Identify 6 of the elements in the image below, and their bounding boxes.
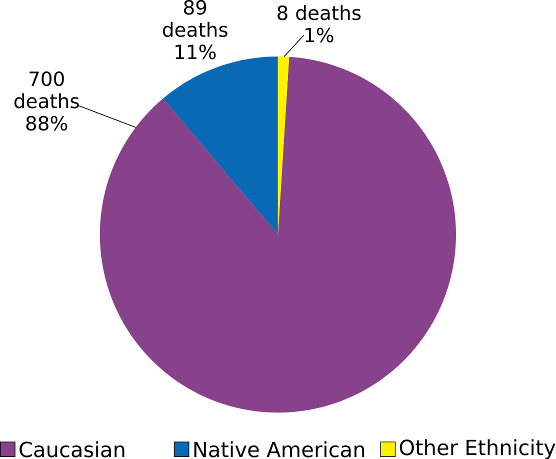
data-label: 700 deaths 88% [14,71,79,130]
data-label: 89 deaths 11% [163,0,228,60]
data-label: 8 deaths 1% [278,4,361,42]
legend-label: Caucasian [20,441,124,458]
legend-label: Native American [194,441,364,458]
legend-label: Other Ethnicity [400,439,556,459]
